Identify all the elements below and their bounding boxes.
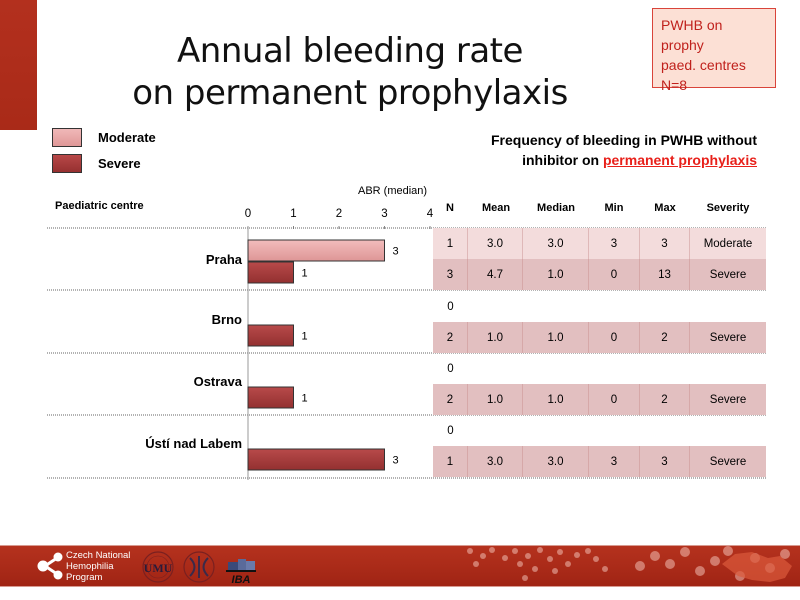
table-title: Frequency of bleeding in PWHB without in…: [430, 130, 757, 170]
cell-median: 1.0: [523, 259, 589, 290]
bar-severe: [247, 324, 294, 347]
program-name: Czech National Hemophilia Program: [66, 550, 130, 583]
cell-mean: 1.0: [468, 322, 523, 353]
table-header-mean: Mean: [482, 202, 510, 214]
bar-moderate: [247, 239, 385, 262]
cell-n: 1: [433, 228, 468, 259]
university-seal-icon: UMU: [142, 551, 174, 583]
table-title-line-1: Frequency of bleeding in PWHB without: [491, 132, 757, 148]
table-row: [433, 259, 766, 290]
cell-mean: 1.0: [468, 384, 523, 415]
footer-graphics: UMU IBA: [37, 546, 792, 586]
bar-value-label: 3: [393, 455, 399, 467]
table-header-min: Min: [605, 202, 624, 214]
legend-swatch-severe: [52, 153, 82, 173]
medical-faculty-seal-icon: [183, 551, 215, 583]
legend-item-moderate: Moderate: [52, 124, 156, 150]
chart-legend: Moderate Severe: [52, 124, 156, 176]
category-label: Ústí nad Labem: [145, 436, 242, 451]
x-tick-label: 0: [245, 208, 251, 220]
bar-severe: [247, 448, 385, 471]
table-header-n: N: [446, 202, 454, 214]
bar-value-label: 3: [393, 246, 399, 258]
cell-severity: Severe: [709, 268, 747, 281]
czech-map-decoration: [722, 552, 792, 582]
cell-max: 2: [640, 322, 690, 353]
table-header-median: Median: [537, 202, 575, 214]
cell-min: 3: [589, 228, 640, 259]
note-line-1: PWHB on prophy: [661, 17, 723, 53]
note-line-3: N=8: [661, 77, 688, 93]
cell-max: 3: [640, 446, 690, 477]
bar-value-label: 1: [302, 331, 308, 343]
permanent-prophylaxis-link[interactable]: permanent prophylaxis: [602, 152, 757, 168]
zero-count-cell: 0: [447, 362, 454, 375]
title-line-2: on permanent prophylaxis: [132, 73, 568, 113]
zero-count-cell: 0: [447, 424, 454, 437]
cell-n: 3: [433, 259, 468, 290]
cell-n: 1: [433, 446, 468, 477]
table-title-prefix: inhibitor on: [522, 152, 603, 168]
cell-max: 13: [640, 259, 690, 290]
bar-severe: [247, 261, 294, 284]
program-name-line-3: Program: [66, 572, 103, 583]
bar-value-label: 1: [302, 268, 308, 280]
cell-max: 2: [640, 384, 690, 415]
cell-median: 3.0: [523, 446, 589, 477]
table-row: [433, 228, 766, 259]
table-row: [433, 384, 766, 415]
centre-column-header: Paediatric centre: [55, 200, 144, 212]
hemophilia-program-logo-icon: [37, 552, 63, 580]
program-name-line-1: Czech National: [66, 550, 131, 561]
cell-median: 3.0: [523, 228, 589, 259]
cell-n: 2: [433, 322, 468, 353]
legend-item-severe: Severe: [52, 150, 156, 176]
iba-logo-icon: IBA: [226, 559, 256, 586]
table-header-severity: Severity: [707, 202, 751, 214]
cell-min: 0: [589, 259, 640, 290]
x-tick-label: 1: [290, 208, 296, 220]
legend-swatch-moderate: [52, 127, 82, 147]
table-header-max: Max: [654, 202, 676, 214]
cell-mean: 3.0: [468, 446, 523, 477]
category-label: Ostrava: [194, 374, 243, 389]
table-row: [433, 446, 766, 477]
cell-median: 1.0: [523, 384, 589, 415]
page-title: Annual bleeding rate on permanent prophy…: [100, 30, 600, 114]
cell-mean: 4.7: [468, 259, 523, 290]
cell-severity: Moderate: [703, 237, 753, 250]
cell-severity: Severe: [709, 455, 747, 468]
bar-severe: [247, 386, 294, 409]
x-tick-label: 4: [427, 208, 434, 220]
bar-value-label: 1: [302, 393, 308, 405]
title-line-1: Annual bleeding rate: [177, 31, 523, 71]
note-line-2: paed. centres: [661, 57, 746, 73]
cell-severity: Severe: [709, 393, 747, 406]
umu-logo-text: UMU: [144, 561, 173, 575]
iba-logo-text: IBA: [232, 574, 251, 586]
category-label: Praha: [206, 252, 243, 267]
table-row: [433, 322, 766, 353]
cell-min: 0: [589, 384, 640, 415]
cell-min: 3: [589, 446, 640, 477]
x-tick-label: 2: [336, 208, 342, 220]
decorative-side-bar: [0, 0, 37, 130]
cell-min: 0: [589, 322, 640, 353]
category-label: Brno: [212, 312, 242, 327]
program-name-line-2: Hemophilia: [66, 561, 114, 572]
legend-label-moderate: Moderate: [98, 129, 156, 145]
zero-count-cell: 0: [447, 300, 454, 313]
cell-mean: 3.0: [468, 228, 523, 259]
cell-n: 2: [433, 384, 468, 415]
cell-median: 1.0: [523, 322, 589, 353]
cell-severity: Severe: [709, 331, 747, 344]
footer-banner: UMU IBA Czech National Hemophilia Progra…: [0, 545, 800, 587]
x-axis-label: ABR (median): [358, 185, 428, 197]
cell-max: 3: [640, 228, 690, 259]
legend-label-severe: Severe: [98, 155, 141, 171]
x-tick-label: 3: [381, 208, 387, 220]
sample-note-box: PWHB on prophy paed. centres N=8: [652, 8, 776, 93]
